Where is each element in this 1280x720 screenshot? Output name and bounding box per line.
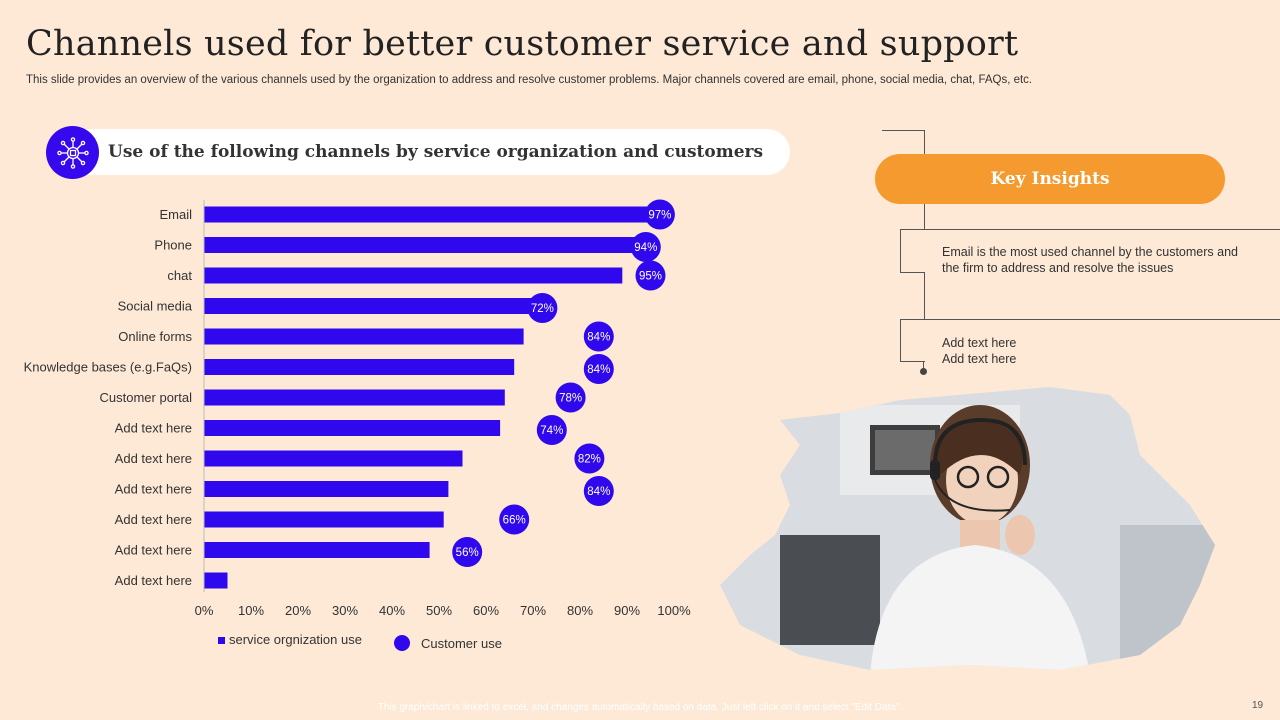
- connector-line: [900, 361, 925, 362]
- data-label: 95%: [639, 271, 662, 283]
- category-label: Customer portal: [100, 390, 193, 405]
- x-tick-label: 80%: [567, 603, 593, 618]
- insight-text: Add text here: [942, 352, 1017, 366]
- customer-use-point: [583, 476, 614, 506]
- data-label: 84%: [587, 486, 610, 498]
- data-label: 94%: [634, 242, 657, 254]
- bar: [204, 420, 501, 436]
- bar: [204, 237, 651, 253]
- customer-use-point: [536, 415, 567, 445]
- category-label: Social media: [118, 299, 193, 314]
- data-label: 97%: [648, 210, 671, 222]
- connector-line: [923, 361, 924, 371]
- category-label: Add text here: [115, 573, 192, 588]
- bar: [204, 542, 430, 558]
- legend-swatch-service: [218, 637, 225, 644]
- bar: [204, 298, 543, 314]
- connector-line: [900, 319, 1280, 320]
- category-label: Add text here: [115, 451, 192, 466]
- x-tick-label: 30%: [332, 603, 358, 618]
- bar: [204, 206, 651, 223]
- bar: [204, 450, 463, 467]
- legend-label-customer: Customer use: [421, 636, 502, 651]
- connector-line: [900, 272, 925, 273]
- customer-use-point: [452, 537, 483, 567]
- legend-swatch-customer: [394, 635, 410, 651]
- connector-line: [900, 319, 901, 362]
- customer-use-point: [499, 504, 530, 535]
- customer-use-point: [527, 293, 558, 323]
- connector-line: [924, 272, 925, 319]
- data-label: 82%: [578, 454, 601, 466]
- connector-line: [882, 130, 925, 131]
- bar: [204, 267, 623, 284]
- category-label: Phone: [154, 238, 192, 253]
- bar: [204, 481, 449, 497]
- x-tick-label: 40%: [379, 603, 405, 618]
- connector-dot: [920, 368, 927, 375]
- bar: [204, 328, 524, 345]
- bar-chart: Email Phone chat Social media Online forms Kn…: [24, 199, 691, 651]
- category-label: Add text here: [115, 512, 192, 527]
- section-heading-pill: [46, 129, 790, 175]
- connector-line: [900, 229, 1280, 230]
- x-tick-label: 20%: [285, 603, 311, 618]
- category-label: Add text here: [115, 482, 192, 497]
- category-label: chat: [167, 268, 192, 283]
- footer-note: This graph/chart is linked to excel, and…: [377, 702, 903, 713]
- bar: [204, 359, 515, 375]
- customer-use-point: [555, 382, 586, 413]
- x-tick-label: 70%: [520, 603, 546, 618]
- legend-label-service: service orgnization use: [229, 632, 362, 647]
- data-label: 72%: [531, 303, 554, 315]
- category-label: Add text here: [115, 421, 192, 436]
- customer-use-point: [583, 321, 614, 352]
- x-tick-label: 0%: [195, 603, 214, 618]
- page-subtitle: This slide provides an overview of the v…: [26, 74, 1033, 86]
- category-label: Add text here: [115, 543, 192, 558]
- x-tick-label: 10%: [238, 603, 264, 618]
- x-tick-label: 50%: [426, 603, 452, 618]
- x-tick-label: 100%: [657, 603, 691, 618]
- category-label: Email: [159, 207, 192, 222]
- category-label: Knowledge bases (e.g.FaQs): [24, 360, 192, 375]
- data-label: 84%: [587, 332, 610, 344]
- customer-use-point: [635, 260, 666, 291]
- data-label: 84%: [587, 364, 610, 376]
- key-insights-heading: Key Insights: [875, 154, 1225, 204]
- customer-use-point: [574, 443, 605, 474]
- data-label: 74%: [540, 425, 563, 437]
- bar: [204, 572, 228, 589]
- customer-use-point: [630, 232, 661, 262]
- bar: [204, 511, 444, 528]
- section-heading: Use of the following channels by service…: [108, 142, 764, 162]
- page-title: Channels used for better customer servic…: [26, 24, 1019, 64]
- customer-use-point: [644, 199, 675, 230]
- customer-use-point: [583, 354, 614, 384]
- network-icon: [46, 126, 99, 179]
- data-label: 66%: [503, 515, 526, 527]
- x-tick-label: 90%: [614, 603, 640, 618]
- bar: [204, 389, 505, 406]
- data-label: 78%: [559, 393, 582, 405]
- page-number: 19: [1252, 700, 1264, 711]
- customer-service-photo: [720, 387, 1215, 670]
- insight-text: Add text here: [942, 336, 1017, 350]
- insight-text: Email is the most used channel by the cu…: [942, 245, 1238, 275]
- data-label: 56%: [456, 547, 479, 559]
- connector-line: [900, 229, 901, 273]
- x-tick-label: 60%: [473, 603, 499, 618]
- category-label: Online forms: [118, 329, 192, 344]
